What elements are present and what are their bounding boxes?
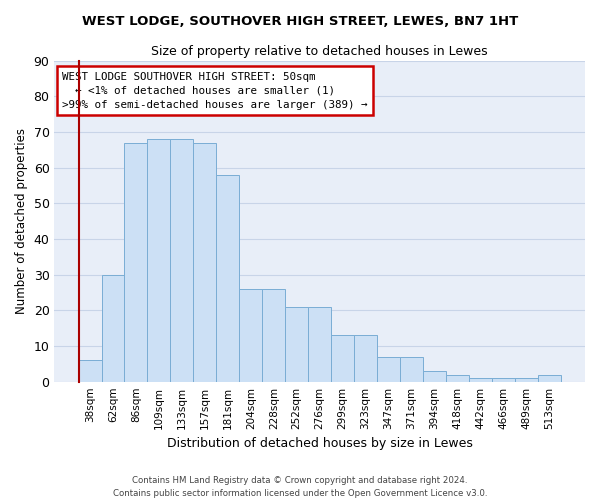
Bar: [285, 307, 308, 382]
X-axis label: Distribution of detached houses by size in Lewes: Distribution of detached houses by size …: [167, 437, 473, 450]
Bar: [354, 336, 377, 382]
Bar: [308, 307, 331, 382]
Bar: [469, 378, 492, 382]
Text: Contains HM Land Registry data © Crown copyright and database right 2024.
Contai: Contains HM Land Registry data © Crown c…: [113, 476, 487, 498]
Bar: [262, 289, 285, 382]
Bar: [124, 142, 148, 382]
Bar: [148, 139, 170, 382]
Bar: [400, 356, 423, 382]
Bar: [331, 336, 354, 382]
Text: WEST LODGE, SOUTHOVER HIGH STREET, LEWES, BN7 1HT: WEST LODGE, SOUTHOVER HIGH STREET, LEWES…: [82, 15, 518, 28]
Bar: [193, 142, 217, 382]
Y-axis label: Number of detached properties: Number of detached properties: [15, 128, 28, 314]
Bar: [217, 174, 239, 382]
Bar: [423, 371, 446, 382]
Bar: [170, 139, 193, 382]
Bar: [515, 378, 538, 382]
Bar: [239, 289, 262, 382]
Bar: [492, 378, 515, 382]
Text: WEST LODGE SOUTHOVER HIGH STREET: 50sqm
  ← <1% of detached houses are smaller (: WEST LODGE SOUTHOVER HIGH STREET: 50sqm …: [62, 72, 368, 110]
Bar: [446, 374, 469, 382]
Bar: [538, 374, 561, 382]
Bar: [79, 360, 101, 382]
Bar: [377, 356, 400, 382]
Title: Size of property relative to detached houses in Lewes: Size of property relative to detached ho…: [151, 45, 488, 58]
Bar: [101, 274, 124, 382]
